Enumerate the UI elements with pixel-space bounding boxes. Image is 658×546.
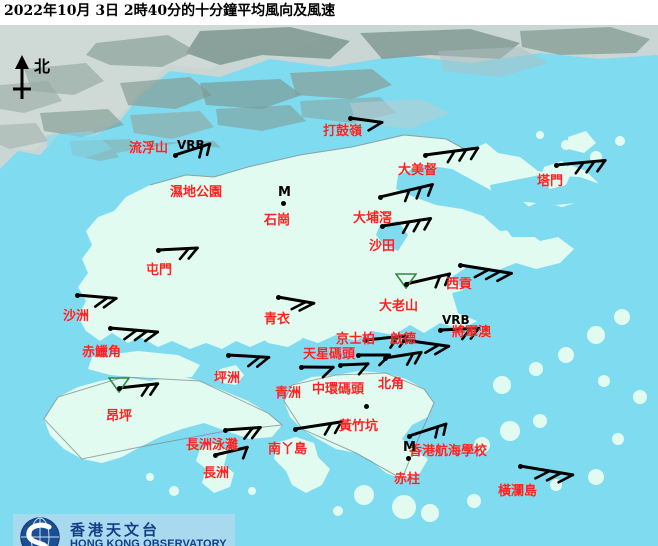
station-marker-dot <box>422 152 428 158</box>
station-marker-dot <box>355 352 361 358</box>
station-label: 屯門 <box>146 263 173 278</box>
station-label: 昂坪 <box>106 409 133 424</box>
station-label: 石崗 <box>264 213 291 228</box>
station-label: 天星碼頭 <box>303 347 356 362</box>
variable-wind-indicator: VRB <box>177 138 205 152</box>
station-marker-dot <box>405 455 411 461</box>
variable-wind-indicator: VRB <box>442 313 470 327</box>
station-marker-dot <box>172 152 178 158</box>
station-marker-dot <box>74 292 80 298</box>
station-label: 南丫島 <box>268 442 308 457</box>
station-label: 橫瀾島 <box>498 484 538 499</box>
hongkong-landmass <box>43 131 647 522</box>
station-label: 西貢 <box>446 277 473 292</box>
station-marker-dot <box>553 162 559 168</box>
map-canvas[interactable]: 北 打鼓嶺 VRB 流浮山濕地公園 大美督塔門 M 石崗 大埔滘沙田屯門西貢沙洲 大老山青衣赤… <box>0 25 658 546</box>
station-marker-dot <box>212 452 218 458</box>
station-marker-dot <box>298 364 304 370</box>
station-marker-dot <box>437 327 443 333</box>
station-label: 打鼓嶺 <box>323 124 363 139</box>
station-label: 黃竹坑 <box>339 419 379 434</box>
north-label: 北 <box>34 57 51 76</box>
station-label: 北角 <box>378 377 405 392</box>
station-label: 香港航海學校 <box>409 444 488 459</box>
station-marker-dot <box>155 247 161 253</box>
station-label: 坪洲 <box>214 371 241 386</box>
station-label: 中環碼頭 <box>312 382 365 397</box>
station-label: 青衣 <box>264 312 291 327</box>
station-label: 青洲 <box>275 386 302 401</box>
calm-wind-indicator: M <box>278 185 291 200</box>
station-marker-dot <box>337 362 343 368</box>
station-marker-dot <box>377 194 383 200</box>
station-label: 赤鱲角 <box>82 345 122 360</box>
station-marker-dot <box>222 427 228 433</box>
station-label: 塔門 <box>537 174 564 189</box>
observatory-logo-icon <box>20 517 60 546</box>
station-marker-dot <box>403 281 409 287</box>
station-label: 大老山 <box>379 299 419 314</box>
station-marker-dot <box>347 115 353 121</box>
station-label: 長洲 <box>203 466 230 481</box>
station-label: 將軍澳 <box>452 325 492 340</box>
map-graphics <box>0 25 658 546</box>
station-label: 流浮山 <box>129 141 169 156</box>
station-label: 京士柏 <box>336 332 376 347</box>
north-arrow: 北 <box>8 53 68 101</box>
logo-name-en: HONG KONG OBSERVATORY <box>70 538 227 546</box>
station-marker-dot <box>116 385 122 391</box>
station-marker-dot <box>406 433 412 439</box>
station-marker-dot <box>382 355 388 361</box>
station-label: 赤柱 <box>394 472 421 487</box>
station-marker-dot <box>275 294 281 300</box>
station-marker-dot <box>107 325 113 331</box>
station-label: 大埔滘 <box>353 211 393 226</box>
north-arrow-icon <box>13 55 31 99</box>
station-label: 沙洲 <box>63 309 90 324</box>
station-label: 濕地公園 <box>170 185 223 200</box>
station-marker-dot <box>517 463 523 469</box>
station-label: 沙田 <box>369 239 396 254</box>
calm-wind-indicator: M <box>403 440 416 455</box>
hko-logo: 香港天文台 HONG KONG OBSERVATORY <box>13 514 235 546</box>
station-label: 大美督 <box>398 163 438 178</box>
station-marker-dot <box>457 262 463 268</box>
station-marker-dot <box>379 223 385 229</box>
logo-text-block: 香港天文台 HONG KONG OBSERVATORY <box>70 523 227 546</box>
station-marker-dot <box>363 403 369 409</box>
station-label: 長洲泳灘 <box>186 438 239 453</box>
page-title: 2022年10月 3日 2時40分的十分鐘平均風向及風速 <box>0 0 658 25</box>
mainland-landmass <box>0 25 658 183</box>
station-label: 啟德 <box>390 332 417 347</box>
station-marker-dot <box>225 352 231 358</box>
station-marker-dot <box>292 426 298 432</box>
logo-name-cn: 香港天文台 <box>70 521 161 540</box>
station-marker-dot <box>280 200 286 206</box>
